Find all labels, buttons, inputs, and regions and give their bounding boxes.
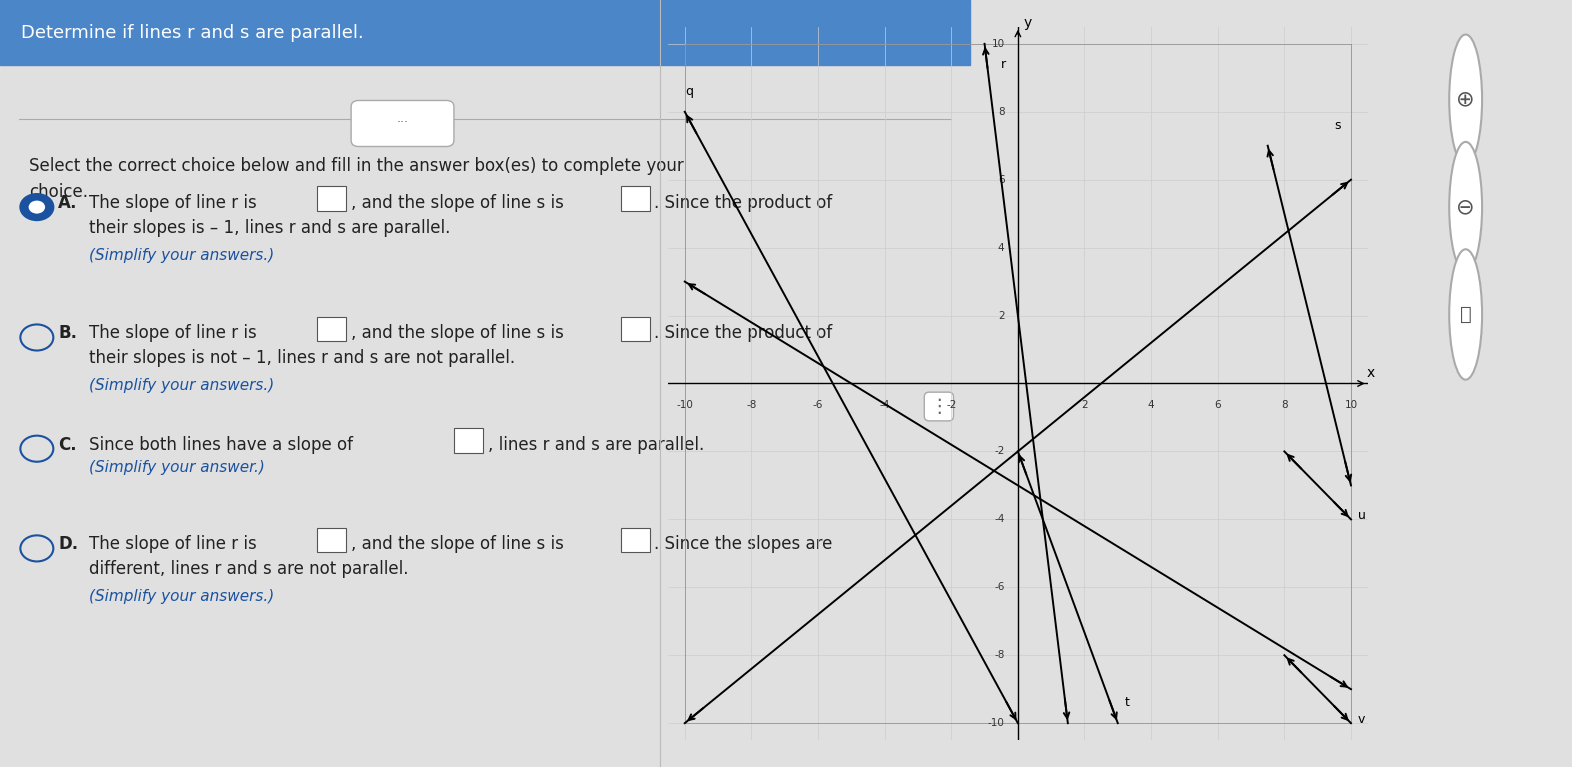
Text: x: x: [1366, 367, 1376, 380]
Text: -2: -2: [946, 400, 956, 410]
FancyBboxPatch shape: [318, 317, 346, 341]
Text: u: u: [1358, 509, 1366, 522]
Text: 4: 4: [998, 242, 1005, 252]
Text: 2: 2: [1082, 400, 1088, 410]
Text: choice.: choice.: [30, 183, 88, 200]
Text: t: t: [1124, 696, 1129, 709]
Text: . Since the product of: . Since the product of: [654, 324, 832, 342]
Circle shape: [20, 194, 53, 220]
FancyBboxPatch shape: [318, 186, 346, 211]
Bar: [0, 0, 970, 65]
Text: their slopes is not – 1, lines r and s are not parallel.: their slopes is not – 1, lines r and s a…: [90, 349, 516, 367]
Text: -6: -6: [994, 582, 1005, 592]
Text: ...: ...: [396, 113, 409, 125]
Text: -4: -4: [879, 400, 890, 410]
Text: . Since the slopes are: . Since the slopes are: [654, 535, 832, 553]
Text: ⋮: ⋮: [929, 397, 948, 416]
Text: . Since the product of: . Since the product of: [654, 194, 832, 212]
Text: The slope of line r is: The slope of line r is: [90, 535, 256, 553]
Text: The slope of line r is: The slope of line r is: [90, 194, 256, 212]
Circle shape: [1449, 35, 1482, 165]
Text: D.: D.: [58, 535, 79, 553]
FancyBboxPatch shape: [454, 428, 483, 453]
Text: their slopes is – 1, lines r and s are parallel.: their slopes is – 1, lines r and s are p…: [90, 219, 451, 236]
FancyBboxPatch shape: [621, 317, 649, 341]
Circle shape: [28, 201, 46, 214]
Text: 10: 10: [992, 39, 1005, 49]
Text: 6: 6: [998, 175, 1005, 185]
Text: -10: -10: [987, 718, 1005, 728]
Text: 4: 4: [1148, 400, 1154, 410]
Text: -8: -8: [994, 650, 1005, 660]
Text: -10: -10: [676, 400, 693, 410]
Text: ⊕: ⊕: [1456, 90, 1475, 110]
Text: , and the slope of line s is: , and the slope of line s is: [351, 535, 564, 553]
Text: 2: 2: [998, 311, 1005, 321]
Text: C.: C.: [58, 436, 77, 453]
Text: 8: 8: [998, 107, 1005, 117]
Text: , lines r and s are parallel.: , lines r and s are parallel.: [487, 436, 704, 453]
FancyBboxPatch shape: [621, 528, 649, 552]
Text: y: y: [1023, 16, 1031, 31]
FancyBboxPatch shape: [318, 528, 346, 552]
Text: Select the correct choice below and fill in the answer box(es) to complete your: Select the correct choice below and fill…: [30, 157, 684, 175]
FancyBboxPatch shape: [351, 100, 454, 146]
Text: 6: 6: [1215, 400, 1221, 410]
Text: A.: A.: [58, 194, 77, 212]
Text: (Simplify your answers.): (Simplify your answers.): [90, 378, 275, 393]
Text: r: r: [1001, 58, 1006, 71]
Text: -2: -2: [994, 446, 1005, 456]
Text: ⊖: ⊖: [1456, 197, 1475, 217]
Text: Since both lines have a slope of: Since both lines have a slope of: [90, 436, 354, 453]
Text: (Simplify your answer.): (Simplify your answer.): [90, 460, 266, 476]
Text: -6: -6: [813, 400, 824, 410]
Text: (Simplify your answers.): (Simplify your answers.): [90, 248, 275, 263]
Text: B.: B.: [58, 324, 77, 342]
Text: Determine if lines r and s are parallel.: Determine if lines r and s are parallel.: [22, 24, 365, 41]
Text: 10: 10: [1344, 400, 1358, 410]
Text: different, lines r and s are not parallel.: different, lines r and s are not paralle…: [90, 560, 409, 578]
Text: -4: -4: [994, 515, 1005, 525]
Text: ⧉: ⧉: [1460, 305, 1471, 324]
Text: q: q: [685, 85, 693, 97]
Text: v: v: [1358, 713, 1364, 726]
Text: (Simplify your answers.): (Simplify your answers.): [90, 589, 275, 604]
Text: 8: 8: [1281, 400, 1287, 410]
Text: The slope of line r is: The slope of line r is: [90, 324, 256, 342]
Circle shape: [1449, 249, 1482, 380]
Text: s: s: [1335, 119, 1341, 132]
FancyBboxPatch shape: [621, 186, 649, 211]
Text: , and the slope of line s is: , and the slope of line s is: [351, 324, 564, 342]
Text: , and the slope of line s is: , and the slope of line s is: [351, 194, 564, 212]
Text: -8: -8: [747, 400, 756, 410]
Circle shape: [1449, 142, 1482, 272]
